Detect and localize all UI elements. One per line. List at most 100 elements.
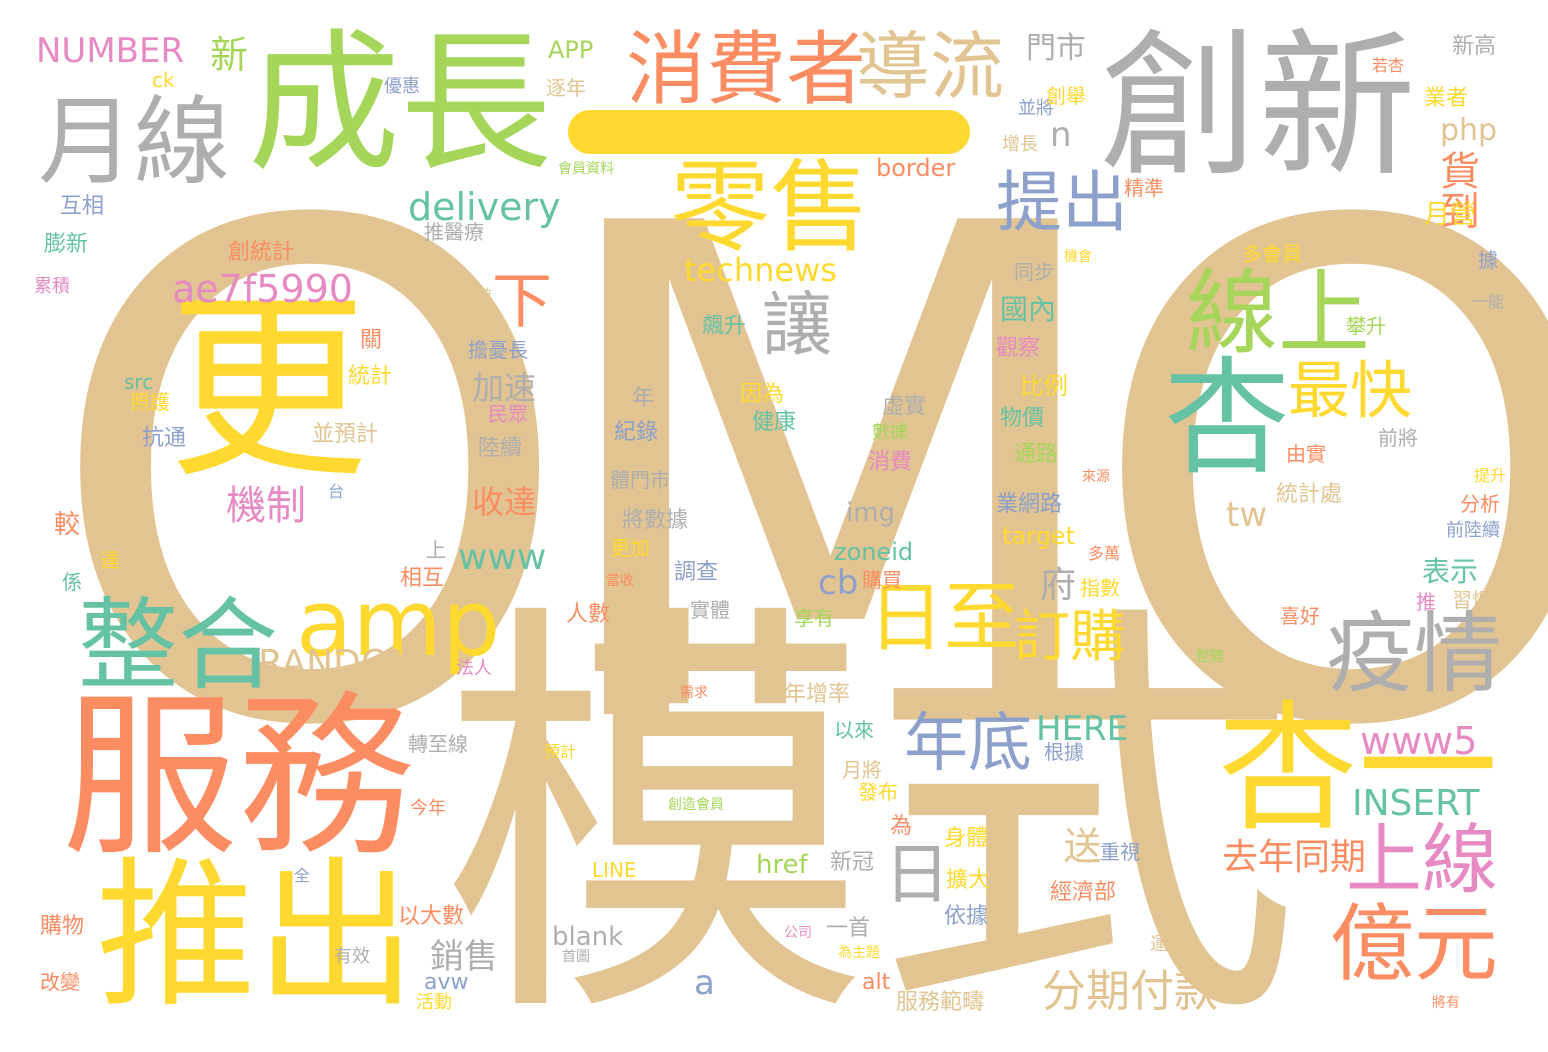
word-dinggou: 訂購 bbox=[1014, 605, 1126, 670]
word-ae7f5990: ae7f5990 bbox=[172, 267, 353, 311]
word-xing: 杏 bbox=[1164, 345, 1290, 492]
word-genju: 根據 bbox=[1044, 740, 1084, 764]
word-tuichu: 推出 bbox=[96, 842, 417, 1029]
word-biaoshi: 表示 bbox=[1422, 555, 1479, 588]
word-yiyuan: 億元 bbox=[1330, 895, 1499, 993]
word-yezhe: 業者 bbox=[1424, 86, 1469, 111]
word-php: php bbox=[1440, 113, 1498, 148]
word-jiangshuju: 將數據 bbox=[622, 508, 689, 533]
word-luxu: 陸續 bbox=[478, 436, 523, 461]
word-yewanglu: 業網路 bbox=[996, 492, 1063, 517]
word-kuoda: 擴大 bbox=[946, 868, 991, 893]
word-guan: 關 bbox=[360, 328, 383, 353]
word-jiao: 較 bbox=[54, 510, 81, 540]
word-jilu: 紀錄 bbox=[614, 420, 659, 445]
word-shangxian: 上線 bbox=[1346, 815, 1498, 904]
word-danyouzhang: 擔憂長 bbox=[468, 338, 528, 362]
word-xushi: 虛實 bbox=[882, 394, 927, 419]
word-minzhong: 民眾 bbox=[488, 402, 528, 426]
word-chuangtongji: 創統計 bbox=[228, 240, 295, 265]
word-yuejiang: 月將 bbox=[842, 758, 882, 782]
word-shenti: 身體 bbox=[944, 826, 989, 851]
word-xuqiu: 需求 bbox=[680, 685, 708, 701]
word-technews: technews bbox=[684, 251, 837, 289]
word-huiyuanziliao: 會員資料 bbox=[558, 161, 614, 177]
word-jiankang: 健康 bbox=[752, 410, 797, 435]
word-biaosheng: 飆升 bbox=[702, 314, 747, 339]
word-faren: 法人 bbox=[456, 658, 492, 679]
word-youxiao: 有效 bbox=[334, 946, 370, 967]
word-zhaohu: 照護 bbox=[130, 390, 170, 414]
word-yiju: 依據 bbox=[944, 904, 989, 929]
word-here: HERE bbox=[1036, 709, 1129, 749]
word-yishou: 一首 bbox=[826, 916, 871, 941]
word-chuangxin: 創新 bbox=[1100, 15, 1416, 199]
word-cb: cb bbox=[818, 563, 859, 603]
word-jiangyou: 將有 bbox=[1432, 995, 1460, 1011]
word-tongjichu: 統計處 bbox=[1276, 482, 1343, 507]
word-yueying: 月營 bbox=[1424, 200, 1477, 230]
word-xin: 新 bbox=[210, 33, 249, 77]
word-xianghu: 相互 bbox=[400, 566, 445, 591]
word-zoneid: zoneid bbox=[834, 538, 914, 566]
word-wei: 為 bbox=[890, 814, 913, 839]
word-shiti: 實體 bbox=[690, 598, 730, 622]
word-guancha: 觀察 bbox=[996, 336, 1041, 361]
word-line: LINE bbox=[592, 858, 637, 882]
word-tw: tw bbox=[1226, 495, 1268, 535]
word-xingyi: 杏一 bbox=[1218, 688, 1499, 851]
word-chuangju: 創舉 bbox=[1046, 84, 1086, 108]
word-jizhi: 機制 bbox=[226, 483, 306, 529]
word-diaocha: 調查 bbox=[674, 560, 719, 585]
word-rang: 讓 bbox=[762, 284, 832, 366]
word-laiyuan: 來源 bbox=[1082, 469, 1110, 485]
word-chengzhang: 成長 bbox=[248, 15, 552, 192]
word-zhunian: 逐年 bbox=[546, 76, 586, 100]
word-gouwu: 購物 bbox=[40, 914, 85, 939]
word-menshi: 門市 bbox=[1026, 31, 1086, 66]
word-bili: 比例 bbox=[1020, 372, 1068, 400]
word-www5: www5 bbox=[1360, 719, 1478, 763]
word-tai: 台 bbox=[328, 482, 345, 501]
word-xingao: 新高 bbox=[1452, 34, 1497, 59]
word-zhuanzhixian: 轉至線 bbox=[408, 732, 468, 756]
word-qunian: 去年同期 bbox=[1222, 837, 1367, 878]
word-zuikuai: 最快 bbox=[1288, 354, 1413, 427]
word-lingshou: 零售 bbox=[670, 149, 870, 266]
word-tuiyiliao: 推醫療 bbox=[424, 220, 484, 244]
word-song: 送 bbox=[1057, 826, 1101, 864]
word-fuwu: 服務 bbox=[62, 675, 415, 880]
word-quan: 全 bbox=[294, 866, 311, 885]
word-timenshi: 體門市 bbox=[610, 468, 670, 492]
word-xihao: 喜好 bbox=[1280, 604, 1320, 628]
word-a: a bbox=[694, 963, 715, 1003]
word-jiasu: 加速 bbox=[472, 369, 537, 407]
word-src: src bbox=[124, 370, 154, 394]
word-shouda: 收達 bbox=[472, 483, 537, 521]
word-daoliu: 導流 bbox=[856, 24, 1004, 110]
word-yuexian: 月線 bbox=[38, 86, 230, 198]
word-border: border bbox=[876, 154, 956, 182]
word-fenxi: 分析 bbox=[1460, 492, 1500, 516]
word-xianshang: 線上 bbox=[1186, 260, 1371, 367]
word-yuji: 預計 bbox=[544, 742, 577, 761]
word-dangshou: 當收 bbox=[606, 573, 634, 589]
word-jingzhun: 精準 bbox=[1124, 176, 1164, 200]
word-jihui: 機會 bbox=[1064, 249, 1092, 265]
word-zhenghe: 整合 bbox=[78, 587, 278, 704]
word-yiqing: 疫情 bbox=[1326, 602, 1503, 705]
word-ri: 日 bbox=[884, 836, 950, 913]
word-gongsi: 公司 bbox=[784, 925, 812, 941]
word-gaibian: 改變 bbox=[40, 970, 80, 994]
word-zhengti: 整體 bbox=[1196, 649, 1224, 665]
word-bingyuji: 並預計 bbox=[312, 422, 379, 447]
word-zengzhang: 增長 bbox=[1002, 134, 1038, 155]
word-pengxin: 膨新 bbox=[44, 232, 89, 257]
word-fu: 府 bbox=[1040, 565, 1077, 606]
word-omo: OMO bbox=[42, 84, 1548, 875]
word-leiji: 累積 bbox=[34, 276, 70, 297]
word-guonei: 國內 bbox=[1000, 293, 1057, 326]
word-niandi: 年底 bbox=[904, 707, 1032, 781]
word-tisheng: 提升 bbox=[1474, 466, 1507, 485]
word-weizhuti: 為主題 bbox=[838, 945, 880, 961]
